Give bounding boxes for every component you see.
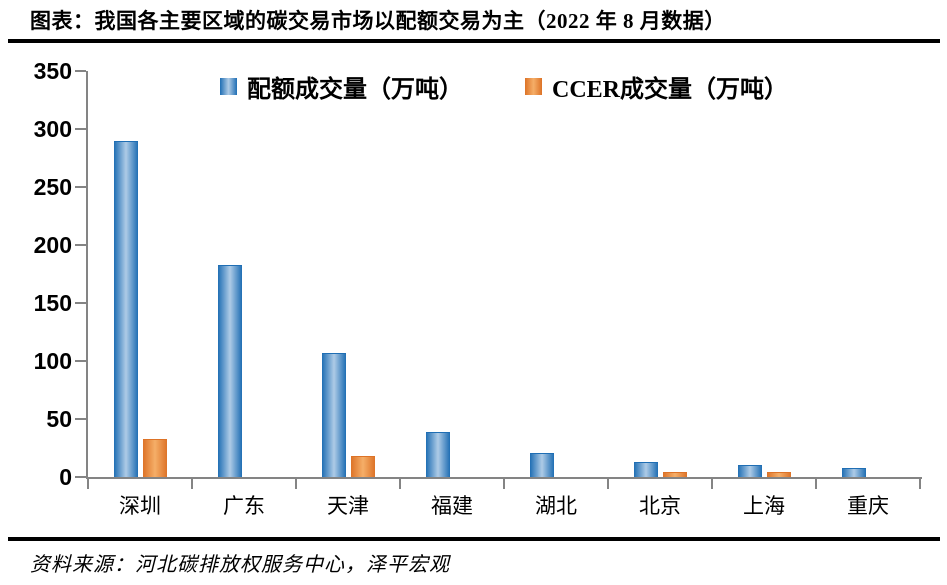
bar-ccer bbox=[767, 472, 791, 477]
x-category-label: 天津 bbox=[327, 494, 369, 518]
legend-item-ccer: CCER成交量（万吨） bbox=[524, 69, 788, 104]
bar-quota bbox=[738, 465, 762, 477]
bar-quota bbox=[530, 452, 554, 477]
source-note: 资料来源：河北碳排放权服务中心，泽平宏观 bbox=[30, 554, 450, 576]
chart-title: 图表：我国各主要区域的碳交易市场以配额交易为主（2022 年 8 月数据） bbox=[30, 9, 726, 33]
x-tick bbox=[295, 479, 297, 489]
plot-area: 0 50 100 150 200 250 300 350 深圳 广东 天津 福建 湖北 北京 上海 重庆 bbox=[34, 58, 922, 518]
y-tick-label: 150 bbox=[33, 290, 72, 316]
y-tick-label: 50 bbox=[46, 406, 72, 432]
legend-swatch-ccer-icon bbox=[524, 77, 542, 95]
y-axis-line bbox=[86, 71, 88, 479]
footer-divider bbox=[8, 537, 940, 541]
y-tick bbox=[75, 244, 86, 246]
x-tick bbox=[919, 479, 921, 489]
y-tick-label: 250 bbox=[33, 174, 72, 200]
y-tick-label: 300 bbox=[33, 116, 72, 142]
x-tick bbox=[191, 479, 193, 489]
y-tick-label: 100 bbox=[33, 348, 72, 374]
legend-item-quota: 配额成交量（万吨） bbox=[219, 69, 463, 104]
y-tick bbox=[75, 128, 86, 130]
x-tick bbox=[607, 479, 609, 489]
x-category-label: 上海 bbox=[743, 494, 785, 518]
y-tick-label: 200 bbox=[33, 232, 72, 258]
y-tick bbox=[75, 418, 86, 420]
x-axis-line bbox=[86, 477, 922, 479]
bar-quota bbox=[218, 264, 242, 477]
x-tick bbox=[399, 479, 401, 489]
x-category-label: 福建 bbox=[431, 494, 473, 518]
bar-quota bbox=[114, 140, 138, 477]
x-tick bbox=[503, 479, 505, 489]
bar-ccer bbox=[663, 472, 687, 477]
x-tick bbox=[711, 479, 713, 489]
legend-label-ccer: CCER成交量（万吨） bbox=[551, 76, 788, 103]
y-tick bbox=[75, 302, 86, 304]
bar-ccer bbox=[351, 456, 375, 477]
bar-ccer bbox=[143, 438, 167, 477]
legend-swatch-quota-icon bbox=[219, 77, 237, 95]
y-tick bbox=[75, 360, 86, 362]
x-category-label: 广东 bbox=[223, 494, 265, 518]
x-category-label: 北京 bbox=[639, 494, 681, 518]
legend: 配额成交量（万吨） CCER成交量（万吨） bbox=[88, 73, 920, 103]
bar-quota bbox=[634, 461, 658, 477]
bar-quota bbox=[842, 467, 866, 477]
x-category-label: 深圳 bbox=[119, 494, 161, 518]
bar-quota bbox=[322, 352, 346, 477]
title-divider bbox=[8, 39, 940, 43]
y-tick bbox=[75, 476, 86, 478]
x-tick bbox=[87, 479, 89, 489]
x-tick bbox=[815, 479, 817, 489]
bar-quota bbox=[426, 431, 450, 477]
y-tick-label: 350 bbox=[33, 58, 72, 84]
y-tick bbox=[75, 186, 86, 188]
y-tick bbox=[75, 70, 86, 72]
x-category-label: 湖北 bbox=[535, 494, 577, 518]
legend-label-quota: 配额成交量（万吨） bbox=[246, 76, 463, 103]
x-category-label: 重庆 bbox=[847, 494, 889, 518]
bar-chart: 配额成交量（万吨） CCER成交量（万吨） 0 50 100 150 200 250 300… bbox=[0, 44, 947, 534]
y-tick-label: 0 bbox=[59, 464, 72, 490]
